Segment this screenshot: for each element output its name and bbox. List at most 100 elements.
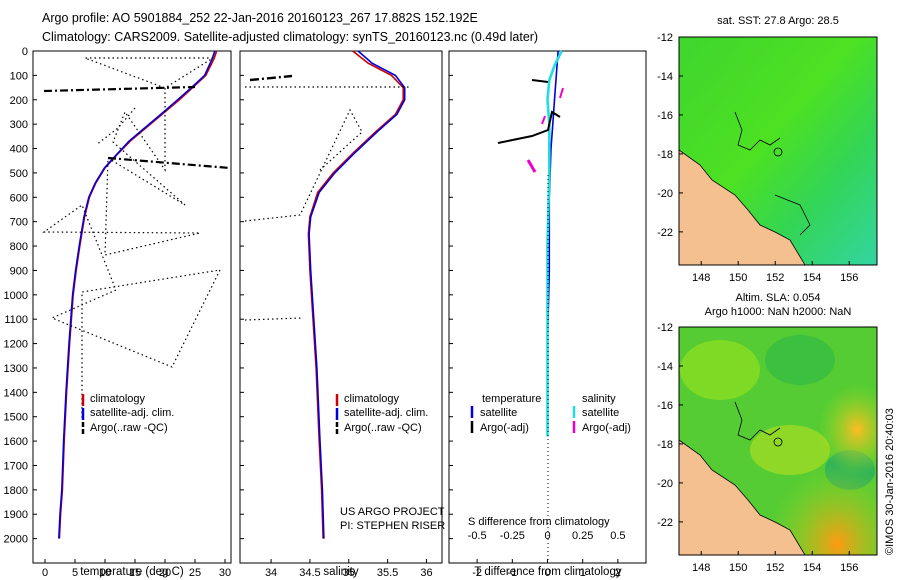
depth-tick-label: 900 [10,265,28,277]
salinity-plot: 34 34.5 35 35.5 36 [265,50,433,579]
difference-xlabel: T difference from climatology [474,566,621,578]
legend-temperature-title: temperature [482,393,541,405]
salinity-xlabel: salinity [323,566,358,578]
x-tick-label: 5 [72,567,78,579]
sla-map-frame [678,326,878,556]
sla-map-title1: Altim. SLA: 0.054 [736,292,821,304]
legend-t-argo-label: Argo(-adj) [480,422,529,434]
depth-tick-label: 1600 [4,436,28,448]
legend-salinity-title: salinity [582,393,616,405]
map-y-tick-label: -16 [657,110,673,122]
map-y-tick-label: -14 [657,361,673,373]
x-tick-label: 35.5 [377,567,398,579]
x-tick-label: 10 [99,567,111,579]
sla-map: Altim. SLA: 0.054 Argo h1000: NaN h2000:… [657,292,878,574]
map-y-tick-label: -18 [657,149,673,161]
salinity-legend: climatology satellite-adj. clim. Argo(..… [335,393,428,434]
sst-map-frame [678,36,878,266]
temperature-panel-frame [32,50,232,564]
map-y-tick-label: -12 [657,32,673,44]
x-tick-label: 15 [129,567,141,579]
difference-argo-marks [497,79,564,563]
temperature-argo-dashdot-trace [43,85,231,170]
salinity-argo-raw-trace [244,86,410,321]
map-x-tick-label: 148 [692,272,710,284]
header-line2: Climatology: CARS2009. Satellite-adjuste… [42,30,538,44]
legend-climatology-label: climatology [344,393,400,405]
temperature-series-climatology [58,50,218,539]
salinity-panel-frame [239,50,443,564]
map-y-tick-label: -20 [657,478,673,490]
depth-tick-label: 500 [10,168,28,180]
x-tick-label: 0 [544,567,550,579]
sst-map-title: sat. SST: 27.8 Argo: 28.5 [717,15,839,27]
map-y-tick-label: -12 [657,322,673,334]
temperature-series-satellite [58,50,216,539]
depth-axis: 0 100 200 300 400 500 600 700 800 900 1000 1100 1200… [4,46,453,546]
depth-tick-label: 1500 [4,412,28,424]
sst-map-ticks: 148 150 152 154 156 -12 -14 -16 -18 -20 -22 [657,32,858,284]
map-x-tick-label: 156 [840,272,858,284]
sst-map: sat. SST: 27.8 Argo: 28.5 148 150 152 154 15… [657,15,878,284]
legend-t-satellite-label: satellite [480,407,517,419]
temperature-xlabel: temperature (deg C) [80,566,184,578]
map-y-tick-label: -22 [657,517,673,529]
map-y-tick-label: -18 [657,439,673,451]
map-x-tick-label: 150 [729,272,747,284]
depth-tick-label: 1900 [4,509,28,521]
depth-tick-label: 100 [10,70,28,82]
x-tick-label: 20 [159,567,171,579]
imos-timestamp: ©IMOS 30-Jan-2016 20:40:03 [884,408,896,555]
legend-s-argo-label: Argo(-adj) [582,422,631,434]
salinity-series-climatology [307,50,405,539]
depth-tick-label: 1000 [4,290,28,302]
x-tick-label: 0 [42,567,48,579]
depth-tick-label: 600 [10,192,28,204]
map-y-tick-label: -16 [657,400,673,412]
s-diff-tick-label: 0.25 [572,530,593,542]
salinity-series-satellite [308,50,406,539]
sla-map-ticks: 148 150 152 154 156 -12 -14 -16 -18 -20 -22 [657,322,858,574]
x-tick-label: 35 [343,567,355,579]
map-x-tick-label: 154 [803,562,821,574]
difference-legend: temperature salinity satellite Argo(-adj… [470,393,631,434]
temperature-legend: climatology satellite-adj. clim. Argo(..… [81,393,174,434]
s-diff-tick-label: 0.5 [610,530,625,542]
map-y-tick-label: -22 [657,227,673,239]
map-x-tick-label: 152 [766,562,784,574]
depth-tick-label: 1400 [4,387,28,399]
x-tick-label: 25 [189,567,201,579]
depth-tick-label: 800 [10,241,28,253]
legend-satellite-label: satellite-adj. clim. [90,407,174,419]
map-x-tick-label: 156 [840,562,858,574]
x-tick-label: 36 [420,567,432,579]
temperature-plot: 0 5 10 15 20 25 30 [42,50,231,579]
legend-argo-label: Argo(..raw -QC) [90,422,168,434]
s-difference-label: S difference from climatology [468,516,610,528]
x-tick-label: -2 [472,567,482,579]
credit-pi: PI: STEPHEN RISER [340,520,445,532]
map-y-tick-label: -20 [657,188,673,200]
legend-s-satellite-label: satellite [582,407,619,419]
map-x-tick-label: 148 [692,562,710,574]
salinity-argo-dash-trace [249,74,293,82]
header-line1: Argo profile: AO 5901884_252 22-Jan-2016… [42,11,478,25]
map-x-tick-label: 152 [766,272,784,284]
map-y-tick-label: -14 [657,71,673,83]
legend-climatology-label: climatology [90,393,146,405]
credit-project: US ARGO PROJECT [340,506,445,518]
x-tick-label: 1 [580,567,586,579]
x-tick-label: 30 [219,567,231,579]
depth-tick-label: 1200 [4,339,28,351]
s-diff-tick-label: -0.25 [500,530,525,542]
legend-argo-label: Argo(..raw -QC) [344,422,422,434]
x-tick-label: -1 [507,567,517,579]
depth-tick-label: 400 [10,144,28,156]
sla-land-mass [679,439,806,555]
depth-tick-label: 1300 [4,363,28,375]
depth-tick-label: 0 [22,46,28,58]
map-x-tick-label: 150 [729,562,747,574]
depth-tick-label: 1700 [4,460,28,472]
depth-tick-label: 1800 [4,485,28,497]
depth-tick-label: 1100 [4,314,28,326]
